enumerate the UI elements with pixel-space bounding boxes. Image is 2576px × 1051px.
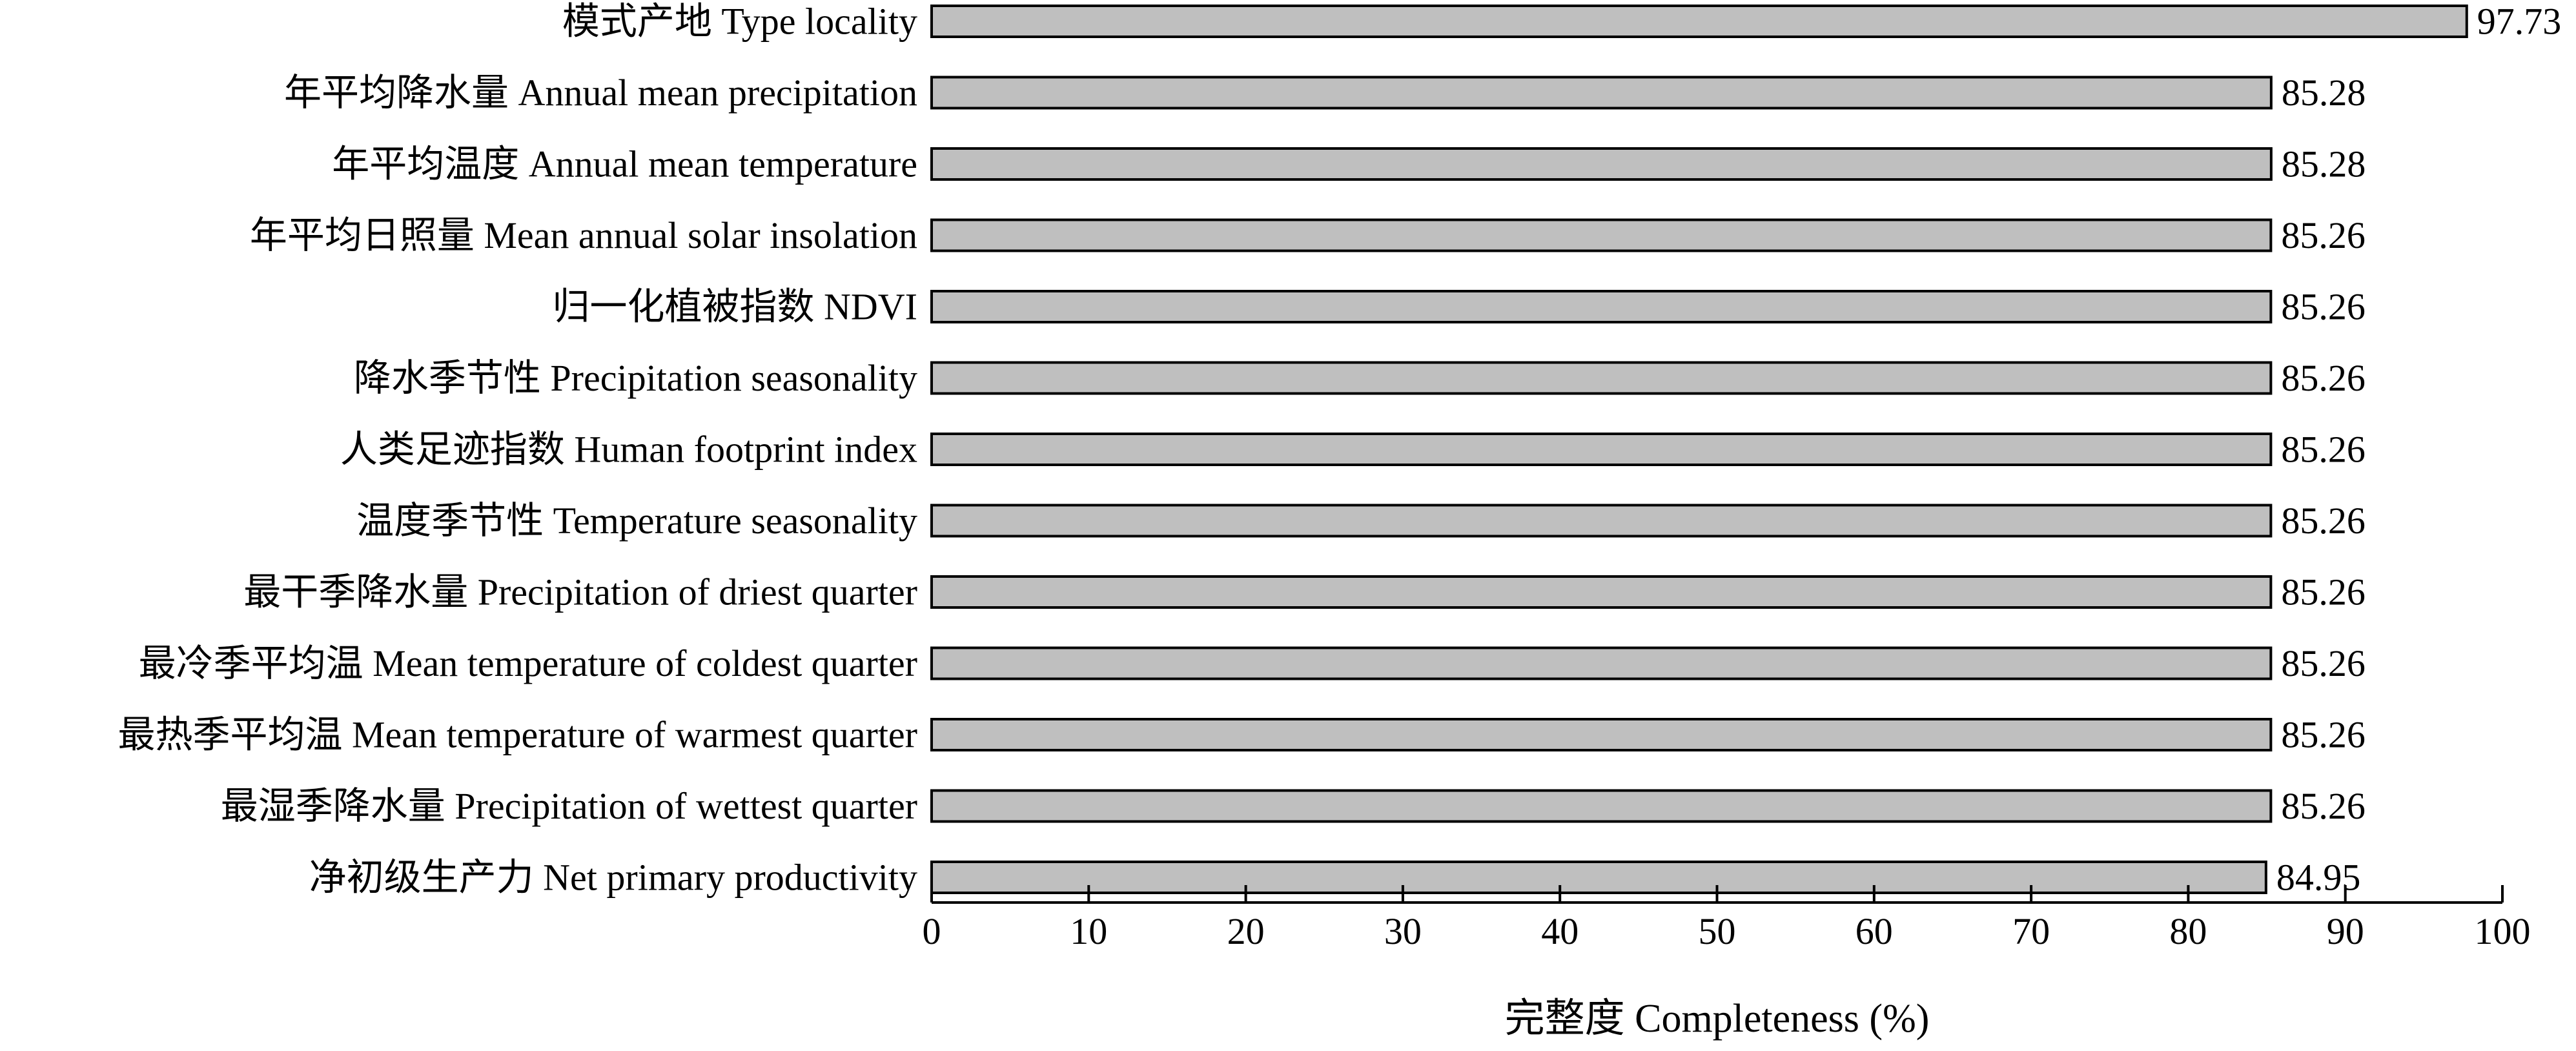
category-label: 最冷季平均温 Mean temperature of coldest quart… [139, 642, 917, 684]
bar [930, 361, 2273, 395]
x-axis-title: 完整度 Completeness (%) [1505, 997, 1930, 1041]
data-label: 85.26 [2281, 714, 2366, 756]
data-label: 85.26 [2281, 500, 2366, 542]
category-label: 模式产地 Type locality [562, 1, 917, 43]
bar [930, 147, 2273, 181]
data-label: 85.26 [2281, 642, 2366, 684]
category-label: 年平均温度 Annual mean temperature [332, 143, 917, 185]
x-tick-label: 70 [2012, 910, 2050, 952]
category-label: 人类足迹指数 Human footprint index [340, 429, 917, 471]
data-label: 85.28 [2282, 143, 2366, 185]
x-tick-label: 90 [2327, 910, 2364, 952]
bar [930, 718, 2273, 751]
bar [930, 789, 2273, 823]
bar [930, 433, 2273, 466]
category-label: 降水季节性 Precipitation seasonality [354, 357, 917, 399]
x-tick-label: 20 [1227, 910, 1265, 952]
category-label: 年平均降水量 Annual mean precipitation [284, 72, 917, 114]
bar [930, 218, 2273, 252]
bar [930, 290, 2273, 323]
category-label: 最热季平均温 Mean temperature of warmest quart… [118, 714, 917, 756]
x-tick-label: 50 [1699, 910, 1736, 952]
data-label: 85.26 [2281, 357, 2366, 399]
bar [930, 575, 2273, 609]
category-label: 年平均日照量 Mean annual solar insolation [250, 214, 917, 256]
bar [930, 861, 2267, 894]
bars-layer: 模式产地 Type locality 97.73 年平均降水量 Annual mea… [118, 1, 2561, 899]
data-label: 85.26 [2281, 429, 2366, 471]
x-axis: 0 10 20 30 40 50 60 70 80 90 100 [923, 885, 2531, 952]
x-tick-label: 40 [1541, 910, 1579, 952]
x-tick-label: 10 [1070, 910, 1107, 952]
bar [930, 76, 2273, 110]
category-label: 最干季降水量 Precipitation of driest quarter [243, 571, 917, 613]
data-label: 85.26 [2281, 214, 2366, 256]
category-label: 净初级生产力 Net primary productivity [309, 857, 917, 899]
data-label: 85.26 [2281, 286, 2366, 328]
data-label: 97.73 [2477, 1, 2562, 43]
category-label: 归一化植被指数 NDVI [553, 286, 917, 328]
bar [930, 646, 2273, 680]
data-label: 85.26 [2281, 571, 2366, 613]
x-tick-label: 60 [1855, 910, 1893, 952]
bar [930, 5, 2468, 38]
data-label: 85.28 [2282, 72, 2366, 114]
category-label: 温度季节性 Temperature seasonality [356, 500, 917, 542]
x-tick-label: 80 [2169, 910, 2207, 952]
data-label: 85.26 [2281, 785, 2366, 827]
x-tick-label: 0 [923, 910, 941, 952]
x-tick-label: 30 [1384, 910, 1422, 952]
bar [930, 504, 2273, 538]
category-label: 最湿季降水量 Precipitation of wettest quarter [221, 785, 917, 827]
data-label: 84.95 [2276, 857, 2361, 899]
x-tick-label: 100 [2475, 910, 2531, 952]
